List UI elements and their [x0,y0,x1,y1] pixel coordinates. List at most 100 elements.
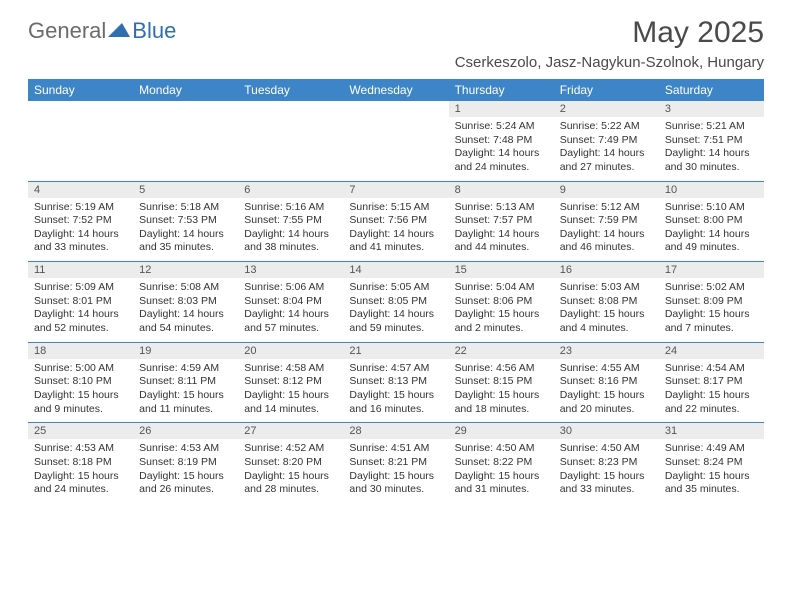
day-body: Sunrise: 5:02 AMSunset: 8:09 PMDaylight:… [659,278,764,342]
logo-triangle-icon [108,23,130,37]
day-number: 7 [343,182,448,198]
daylight-line: Daylight: 15 hours and 2 minutes. [455,308,548,335]
daylight-line: Daylight: 14 hours and 33 minutes. [34,228,127,255]
day-body: Sunrise: 5:04 AMSunset: 8:06 PMDaylight:… [449,278,554,342]
calendar-day-cell: 27Sunrise: 4:52 AMSunset: 8:20 PMDayligh… [238,423,343,503]
sunrise-line: Sunrise: 5:12 AM [560,201,653,215]
calendar-day-cell: 26Sunrise: 4:53 AMSunset: 8:19 PMDayligh… [133,423,238,503]
day-number: 30 [554,423,659,439]
day-body: Sunrise: 5:03 AMSunset: 8:08 PMDaylight:… [554,278,659,342]
calendar-day-cell: 28Sunrise: 4:51 AMSunset: 8:21 PMDayligh… [343,423,448,503]
sunset-line: Sunset: 8:10 PM [34,375,127,389]
day-number: 14 [343,262,448,278]
daylight-line: Daylight: 15 hours and 24 minutes. [34,470,127,497]
daylight-line: Daylight: 14 hours and 49 minutes. [665,228,758,255]
daylight-line: Daylight: 15 hours and 22 minutes. [665,389,758,416]
calendar-table: Sunday Monday Tuesday Wednesday Thursday… [28,79,764,503]
day-number: 19 [133,343,238,359]
day-number: 22 [449,343,554,359]
calendar-day-cell: 3Sunrise: 5:21 AMSunset: 7:51 PMDaylight… [659,101,764,181]
sunset-line: Sunset: 8:09 PM [665,295,758,309]
calendar-day-cell: 13Sunrise: 5:06 AMSunset: 8:04 PMDayligh… [238,262,343,343]
sunrise-line: Sunrise: 5:21 AM [665,120,758,134]
day-body: Sunrise: 5:05 AMSunset: 8:05 PMDaylight:… [343,278,448,342]
day-body: Sunrise: 5:06 AMSunset: 8:04 PMDaylight:… [238,278,343,342]
calendar-day-cell: 29Sunrise: 4:50 AMSunset: 8:22 PMDayligh… [449,423,554,503]
calendar-week-row: 4Sunrise: 5:19 AMSunset: 7:52 PMDaylight… [28,181,764,262]
sunset-line: Sunset: 8:19 PM [139,456,232,470]
day-body: Sunrise: 5:24 AMSunset: 7:48 PMDaylight:… [449,117,554,181]
day-body: Sunrise: 4:56 AMSunset: 8:15 PMDaylight:… [449,359,554,423]
day-number: 21 [343,343,448,359]
sunset-line: Sunset: 8:16 PM [560,375,653,389]
day-number: 23 [554,343,659,359]
sunrise-line: Sunrise: 4:52 AM [244,442,337,456]
calendar-day-cell: 5Sunrise: 5:18 AMSunset: 7:53 PMDaylight… [133,181,238,262]
daylight-line: Daylight: 14 hours and 27 minutes. [560,147,653,174]
month-title: May 2025 [455,18,764,48]
calendar-day-cell: 1Sunrise: 5:24 AMSunset: 7:48 PMDaylight… [449,101,554,181]
calendar-day-cell: 21Sunrise: 4:57 AMSunset: 8:13 PMDayligh… [343,342,448,423]
sunrise-line: Sunrise: 5:10 AM [665,201,758,215]
daylight-line: Daylight: 15 hours and 18 minutes. [455,389,548,416]
sunrise-line: Sunrise: 5:24 AM [455,120,548,134]
sunset-line: Sunset: 8:24 PM [665,456,758,470]
weekday-header: Sunday [28,79,133,101]
sunset-line: Sunset: 7:57 PM [455,214,548,228]
calendar-day-cell: 17Sunrise: 5:02 AMSunset: 8:09 PMDayligh… [659,262,764,343]
calendar-body: ....1Sunrise: 5:24 AMSunset: 7:48 PMDayl… [28,101,764,503]
sunset-line: Sunset: 8:23 PM [560,456,653,470]
sunset-line: Sunset: 8:08 PM [560,295,653,309]
day-number: 3 [659,101,764,117]
daylight-line: Daylight: 14 hours and 59 minutes. [349,308,442,335]
sunrise-line: Sunrise: 4:51 AM [349,442,442,456]
day-body: Sunrise: 4:54 AMSunset: 8:17 PMDaylight:… [659,359,764,423]
day-body: Sunrise: 4:53 AMSunset: 8:19 PMDaylight:… [133,439,238,503]
calendar-week-row: 11Sunrise: 5:09 AMSunset: 8:01 PMDayligh… [28,262,764,343]
sunset-line: Sunset: 7:59 PM [560,214,653,228]
sunset-line: Sunset: 8:05 PM [349,295,442,309]
day-number: 24 [659,343,764,359]
sunrise-line: Sunrise: 5:06 AM [244,281,337,295]
day-body: Sunrise: 5:16 AMSunset: 7:55 PMDaylight:… [238,198,343,262]
day-body: Sunrise: 5:21 AMSunset: 7:51 PMDaylight:… [659,117,764,181]
daylight-line: Daylight: 14 hours and 30 minutes. [665,147,758,174]
weekday-header: Monday [133,79,238,101]
day-number: 13 [238,262,343,278]
sunrise-line: Sunrise: 5:09 AM [34,281,127,295]
sunset-line: Sunset: 8:01 PM [34,295,127,309]
sunset-line: Sunset: 8:12 PM [244,375,337,389]
calendar-week-row: ....1Sunrise: 5:24 AMSunset: 7:48 PMDayl… [28,101,764,181]
sunset-line: Sunset: 7:55 PM [244,214,337,228]
sunrise-line: Sunrise: 4:55 AM [560,362,653,376]
daylight-line: Daylight: 15 hours and 14 minutes. [244,389,337,416]
day-number: 17 [659,262,764,278]
daylight-line: Daylight: 15 hours and 33 minutes. [560,470,653,497]
daylight-line: Daylight: 14 hours and 52 minutes. [34,308,127,335]
sunset-line: Sunset: 8:15 PM [455,375,548,389]
sunset-line: Sunset: 8:13 PM [349,375,442,389]
daylight-line: Daylight: 15 hours and 20 minutes. [560,389,653,416]
sunrise-line: Sunrise: 5:03 AM [560,281,653,295]
sunrise-line: Sunrise: 5:13 AM [455,201,548,215]
day-body: Sunrise: 4:52 AMSunset: 8:20 PMDaylight:… [238,439,343,503]
day-body: Sunrise: 4:51 AMSunset: 8:21 PMDaylight:… [343,439,448,503]
day-number: 15 [449,262,554,278]
brand-part1: General [28,18,106,44]
weekday-header: Wednesday [343,79,448,101]
sunrise-line: Sunrise: 4:58 AM [244,362,337,376]
calendar-day-cell: 31Sunrise: 4:49 AMSunset: 8:24 PMDayligh… [659,423,764,503]
day-body: Sunrise: 5:12 AMSunset: 7:59 PMDaylight:… [554,198,659,262]
day-body: Sunrise: 5:22 AMSunset: 7:49 PMDaylight:… [554,117,659,181]
sunrise-line: Sunrise: 5:22 AM [560,120,653,134]
calendar-day-cell: 25Sunrise: 4:53 AMSunset: 8:18 PMDayligh… [28,423,133,503]
sunrise-line: Sunrise: 4:50 AM [560,442,653,456]
sunrise-line: Sunrise: 4:59 AM [139,362,232,376]
calendar-day-cell: 8Sunrise: 5:13 AMSunset: 7:57 PMDaylight… [449,181,554,262]
sunset-line: Sunset: 8:06 PM [455,295,548,309]
sunrise-line: Sunrise: 4:53 AM [34,442,127,456]
day-number: 8 [449,182,554,198]
sunset-line: Sunset: 8:04 PM [244,295,337,309]
day-number: 26 [133,423,238,439]
day-number: 10 [659,182,764,198]
